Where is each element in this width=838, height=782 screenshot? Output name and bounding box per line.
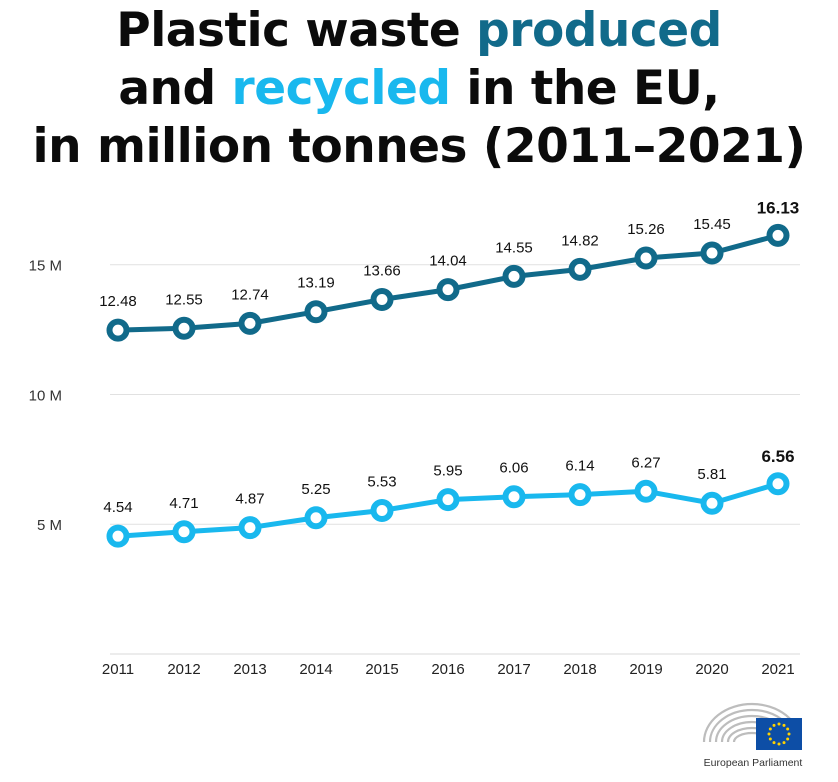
data-point-produced (502, 264, 526, 288)
flag-star (786, 727, 790, 731)
flag-star (782, 723, 786, 727)
data-point-produced (700, 241, 724, 265)
european-parliament-logo (702, 702, 802, 750)
data-point-recycled (106, 524, 130, 548)
flag-star (786, 737, 790, 741)
data-label-produced: 14.04 (429, 253, 467, 270)
data-label-recycled: 5.25 (301, 481, 330, 498)
x-tick-label: 2015 (365, 661, 398, 678)
x-tick-label: 2016 (431, 661, 464, 678)
x-tick-label: 2013 (233, 661, 266, 678)
x-tick-label: 2019 (629, 661, 662, 678)
data-point-recycled (502, 485, 526, 509)
flag-star (767, 732, 771, 736)
data-point-recycled (370, 498, 394, 522)
data-label-produced: 13.66 (363, 262, 401, 279)
data-point-produced (106, 318, 130, 342)
title-line-2: and recycled in the EU, (0, 60, 838, 118)
data-point-recycled (766, 472, 790, 496)
x-tick-label: 2018 (563, 661, 596, 678)
title-text: and (118, 61, 232, 116)
data-point-produced (568, 257, 592, 281)
title-text: Plastic waste (116, 3, 477, 58)
data-label-recycled: 4.54 (103, 499, 132, 516)
x-tick-label: 2011 (102, 661, 134, 678)
data-point-produced (304, 300, 328, 324)
data-label-produced: 15.26 (627, 221, 665, 238)
title-highlight-recycled: recycled (231, 61, 452, 116)
y-axis-tick-labels: 5 M 10 M 15 M (29, 258, 62, 535)
title-line-1: Plastic waste produced (0, 2, 838, 60)
data-label-produced: 12.55 (165, 291, 203, 308)
flag-star (772, 723, 776, 727)
data-label-recycled: 5.81 (697, 466, 726, 483)
data-point-recycled (304, 506, 328, 530)
data-label-recycled: 4.71 (169, 495, 198, 512)
flag-star (768, 727, 772, 731)
y-tick-label: 5 M (37, 517, 62, 534)
data-point-recycled (700, 491, 724, 515)
flag-star (777, 722, 781, 726)
flag-star (777, 742, 781, 746)
data-point-produced (370, 287, 394, 311)
logo-caption: European Parliament (703, 757, 803, 769)
data-point-recycled (172, 520, 196, 544)
data-labels: 12.48 12.55 12.74 13.19 13.66 14.04 14.55 14.82… (99, 198, 799, 516)
data-label-produced: 14.55 (495, 239, 533, 256)
gridlines (110, 264, 800, 655)
data-point-recycled (568, 483, 592, 507)
y-tick-label: 15 M (29, 258, 62, 275)
data-label-produced: 14.82 (561, 232, 599, 249)
data-point-produced (238, 311, 262, 335)
data-label-recycled: 6.27 (631, 454, 660, 471)
line-chart: 5 M 10 M 15 M 2011 2012 2013 2014 2015 2016 2017… (29, 198, 800, 678)
x-tick-label: 2020 (695, 661, 728, 678)
data-point-produced (766, 223, 790, 247)
title-text: in the EU, (450, 61, 720, 116)
series (106, 223, 790, 548)
y-tick-label: 10 M (29, 387, 62, 404)
eu-flag-icon (756, 718, 802, 750)
flag-star (782, 741, 786, 745)
data-label-recycled: 6.06 (499, 460, 528, 477)
data-label-produced: 16.13 (757, 198, 800, 217)
title-line-3: in million tonnes (2011–2021) (32, 119, 806, 174)
x-tick-label: 2017 (497, 661, 530, 678)
data-label-recycled: 6.14 (565, 458, 594, 475)
flag-star (768, 737, 772, 741)
data-label-recycled: 5.53 (367, 473, 396, 490)
data-point-recycled (634, 479, 658, 503)
chart-title: Plastic waste produced and recycled in t… (0, 2, 838, 176)
title-highlight-produced: produced (476, 3, 722, 58)
data-point-produced (634, 246, 658, 270)
data-point-recycled (238, 516, 262, 540)
data-label-recycled: 6.56 (761, 447, 794, 466)
x-axis-tick-labels: 2011 2012 2013 2014 2015 2016 2017 2018 2019 2020… (102, 661, 795, 678)
data-label-produced: 13.19 (297, 275, 335, 292)
flag-star (787, 732, 791, 736)
data-label-produced: 12.48 (99, 293, 137, 310)
data-label-recycled: 5.95 (433, 463, 462, 480)
data-label-produced: 12.74 (231, 286, 269, 303)
data-point-produced (172, 316, 196, 340)
flag-star (772, 741, 776, 745)
data-point-recycled (436, 488, 460, 512)
x-tick-label: 2021 (761, 661, 794, 678)
data-label-recycled: 4.87 (235, 491, 264, 508)
x-tick-label: 2012 (167, 661, 200, 678)
data-point-produced (436, 278, 460, 302)
x-tick-label: 2014 (299, 661, 332, 678)
data-label-produced: 15.45 (693, 216, 731, 233)
